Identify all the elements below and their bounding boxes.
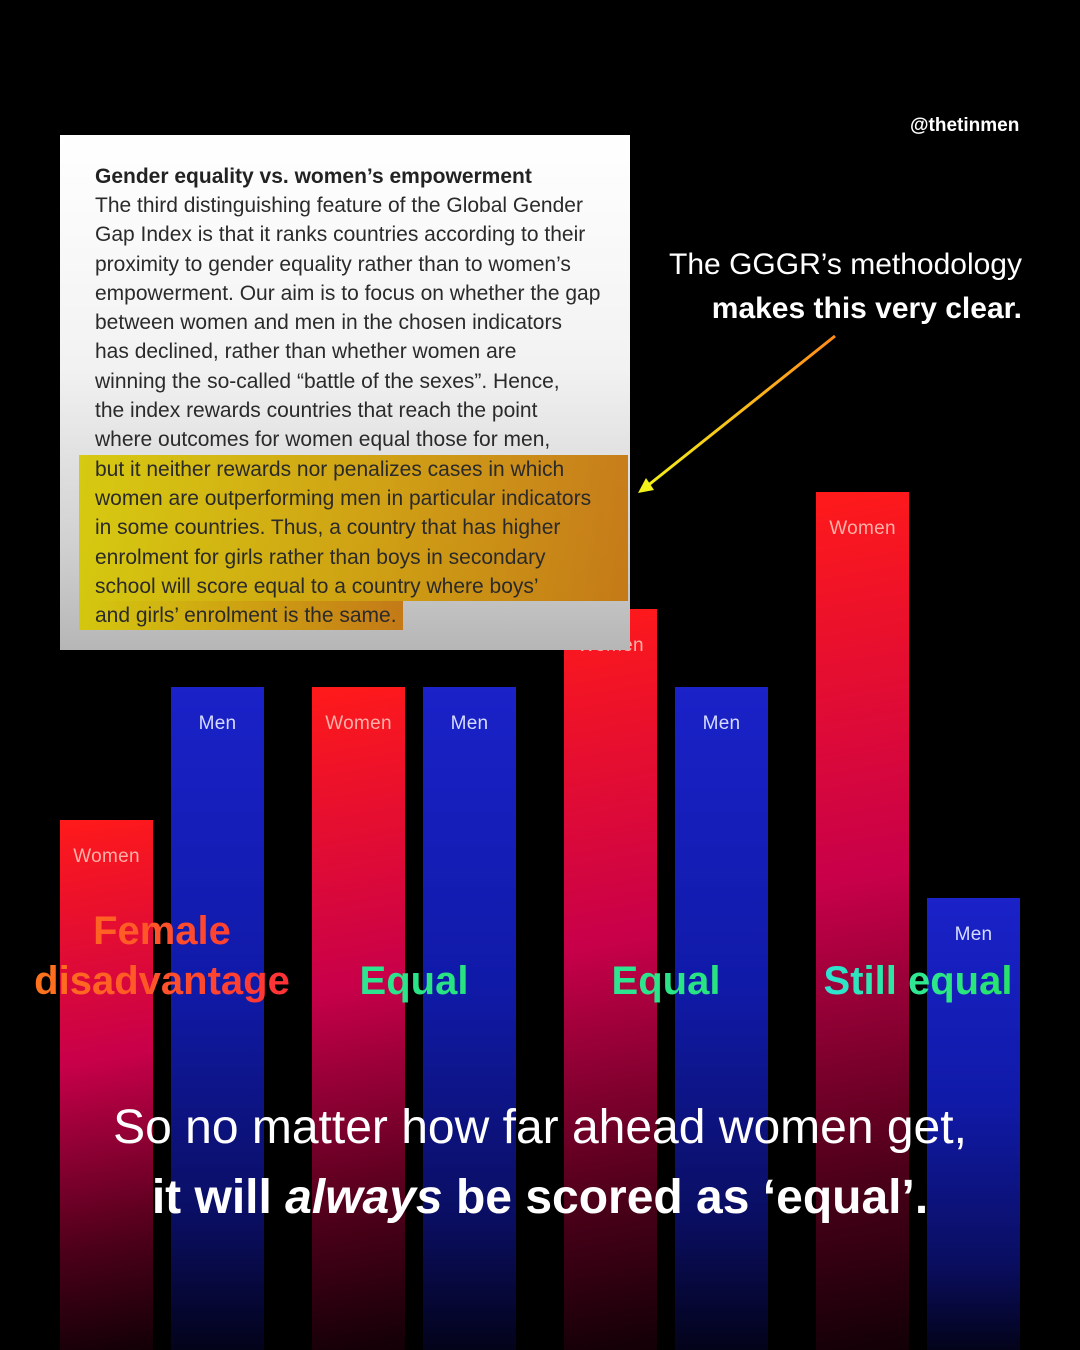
highlighted-line: but it neither rewards nor penalizes cas… xyxy=(79,454,628,484)
methodology-callout: The GGGR’s methodology makes this very c… xyxy=(669,243,1022,331)
highlight-band xyxy=(79,542,628,572)
highlighted-text: women are outperforming men in particula… xyxy=(95,486,592,510)
excerpt-body: The third distinguishing feature of the … xyxy=(79,191,628,631)
report-excerpt: Gender equality vs. women’s empowerment … xyxy=(60,135,630,650)
excerpt-line: between women and men in the chosen indi… xyxy=(95,311,562,335)
bar-men: Men xyxy=(675,687,768,1350)
highlight-band xyxy=(79,483,628,514)
highlight-band xyxy=(79,571,628,602)
bar-men: Men xyxy=(423,687,516,1350)
callout-line-1: The GGGR’s methodology xyxy=(669,248,1022,281)
excerpt-line: has declined, rather than whether women … xyxy=(95,340,517,364)
category-label-line-2: Still equal xyxy=(823,959,1013,1003)
bar-label: Women xyxy=(829,518,896,539)
conclusion-text: be scored as ‘equal’. xyxy=(442,1171,929,1224)
highlighted-text: and girls’ enrolment is the same. xyxy=(95,604,397,628)
highlighted-line: enrolment for girls rather than boys in … xyxy=(79,542,628,572)
highlighted-line: school will score equal to a country whe… xyxy=(79,571,628,602)
conclusion-line-1: So no matter how far ahead women get, xyxy=(113,1101,967,1154)
highlight-band xyxy=(79,513,628,543)
conclusion-text: it will xyxy=(151,1171,286,1224)
excerpt-line: The third distinguishing feature of the … xyxy=(95,194,583,217)
conclusion-emphasis: always xyxy=(285,1171,443,1224)
category-label: Still equal xyxy=(768,906,1068,1006)
bar-label: Men xyxy=(702,713,741,734)
highlight-band xyxy=(79,601,403,631)
excerpt-line: winning the so-called “battle of the sex… xyxy=(95,369,560,393)
bar-label: Women xyxy=(73,845,140,867)
excerpt-line: Gap Index is that it ranks countries acc… xyxy=(95,223,586,247)
callout-line-2: makes this very clear. xyxy=(711,292,1022,325)
bar-women: Women xyxy=(312,687,405,1350)
highlighted-text: but it neither rewards nor penalizes cas… xyxy=(95,457,565,481)
excerpt-line: empowerment. Our aim is to focus on whet… xyxy=(95,281,601,305)
bar-men: Men xyxy=(927,897,1020,1350)
highlighted-text: school will score equal to a country whe… xyxy=(95,574,539,598)
bar-women: Women xyxy=(816,492,909,1350)
excerpt-line: proximity to gender equality rather than… xyxy=(95,252,571,276)
excerpt-title: Gender equality vs. women’s empowerment xyxy=(95,165,532,188)
highlighted-line: in some countries. Thus, a country that … xyxy=(79,513,628,543)
highlighted-line: women are outperforming men in particula… xyxy=(79,483,628,514)
social-handle: @thetinmen xyxy=(910,115,1020,136)
conclusion-line-2: it will always be scored as ‘equal’. xyxy=(0,1168,1080,1228)
highlighted-text: enrolment for girls rather than boys in … xyxy=(95,545,546,569)
bar-men: Men xyxy=(171,687,264,1350)
bar-label: Women xyxy=(325,713,392,734)
highlight-band xyxy=(79,454,628,484)
excerpt-line: where outcomes for women equal those for… xyxy=(95,428,551,452)
highlighted-line: and girls’ enrolment is the same. xyxy=(79,601,608,631)
bar-label: Men xyxy=(198,713,237,734)
bar-label: Men xyxy=(927,924,1020,946)
highlighted-text: in some countries. Thus, a country that … xyxy=(95,516,561,540)
bar-women: Women xyxy=(60,819,153,1350)
bar-label: Men xyxy=(450,713,489,734)
excerpt-line: the index rewards countries that reach t… xyxy=(95,399,538,423)
